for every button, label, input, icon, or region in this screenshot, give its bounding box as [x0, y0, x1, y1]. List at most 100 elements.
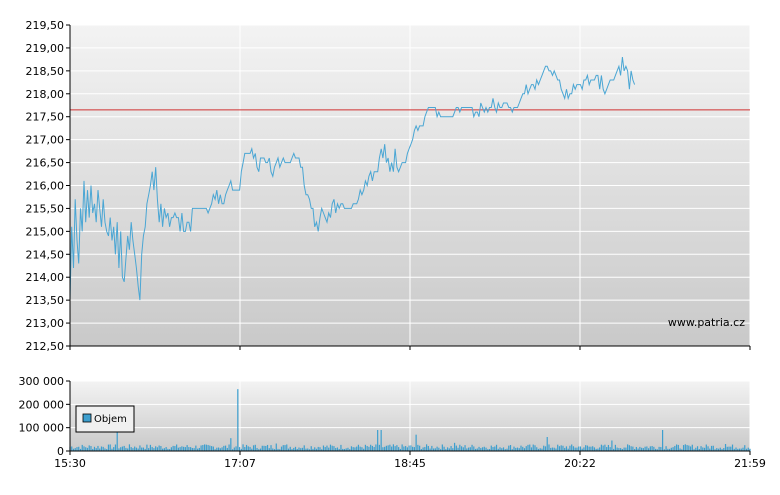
volume-bar: [314, 447, 316, 451]
volume-bar: [137, 448, 139, 451]
volume-bar: [618, 448, 620, 451]
volume-panel: 0 100 000 200 000 300 000 15:30 17:07 18:45 20…: [19, 375, 766, 470]
volume-bar: [127, 448, 129, 451]
volume-bar: [254, 444, 256, 451]
volume-bar: [700, 446, 702, 451]
volume-bar: [481, 447, 484, 451]
volume-bar: [599, 447, 601, 451]
volume-bar: [724, 444, 727, 451]
volume-bar: [207, 444, 209, 451]
volume-bar: [495, 444, 498, 451]
volume-bar: [674, 445, 676, 451]
volume-bar: [382, 447, 384, 451]
volume-y-tick-label: 200 000: [19, 398, 65, 411]
volume-bar: [588, 446, 590, 451]
volume-bar: [134, 446, 136, 451]
volume-bar: [268, 448, 270, 451]
volume-bar: [284, 445, 286, 451]
volume-bar: [483, 446, 485, 451]
volume-bar: [204, 444, 206, 451]
volume-bar: [555, 448, 557, 451]
volume-bar: [733, 448, 735, 451]
volume-bar: [83, 446, 85, 451]
volume-bar: [329, 444, 332, 451]
volume-bar: [696, 446, 699, 451]
volume-bar: [118, 448, 120, 451]
volume-bar: [681, 449, 683, 451]
volume-bar: [97, 445, 99, 451]
volume-bar: [672, 447, 674, 451]
volume-bar: [663, 449, 665, 451]
volume-bar: [641, 447, 643, 451]
volume-bar: [536, 447, 538, 451]
volume-bar: [716, 448, 718, 451]
volume-bar: [322, 445, 325, 451]
volume-bar: [100, 446, 103, 451]
volume-bar: [170, 447, 172, 451]
volume-bar: [282, 445, 284, 451]
volume-bar: [492, 447, 494, 451]
volume-bar: [572, 446, 575, 451]
volume-bar: [71, 446, 73, 451]
volume-bar: [273, 449, 276, 451]
volume-bar: [424, 446, 426, 451]
price-y-tick-label: 212,50: [26, 340, 65, 353]
volume-bar: [501, 448, 503, 451]
volume-bar: [719, 447, 721, 451]
volume-bar: [146, 444, 148, 451]
volume-bar: [197, 448, 199, 451]
volume-bar: [95, 448, 97, 451]
volume-bar: [420, 449, 422, 451]
volume-bar: [431, 445, 433, 451]
volume-bar: [317, 446, 319, 451]
volume-bar: [72, 448, 75, 451]
volume-bar: [237, 389, 239, 451]
volume-bar: [644, 446, 646, 451]
volume-bar: [141, 447, 143, 451]
volume-bar: [263, 445, 265, 451]
volume-bar: [630, 446, 632, 451]
volume-bar: [350, 446, 353, 451]
volume-bar: [169, 449, 171, 451]
volume-bar: [695, 447, 697, 451]
volume-bar: [508, 445, 510, 451]
volume-bar: [446, 447, 449, 451]
volume-bar: [191, 447, 193, 451]
volume-bar: [394, 446, 396, 451]
volume-bar: [593, 447, 596, 451]
volume-bar: [735, 447, 737, 451]
volume-bar: [548, 444, 550, 451]
volume-bar: [648, 448, 650, 451]
volume-y-tick-label: 100 000: [19, 422, 65, 435]
price-y-tick-label: 218,00: [26, 88, 65, 101]
volume-grid: [70, 380, 751, 451]
price-y-tick-label: 217,00: [26, 134, 65, 147]
volume-bar: [497, 448, 499, 451]
volume-bar: [378, 444, 381, 451]
volume-bar: [195, 445, 197, 451]
volume-bar: [128, 444, 131, 451]
x-tick-label: 20:22: [564, 457, 596, 470]
volume-bar: [749, 448, 751, 451]
volume-bar: [336, 447, 339, 451]
volume-bar: [578, 446, 580, 451]
volume-bar: [539, 448, 541, 451]
volume-bar: [567, 448, 569, 451]
volume-bar: [585, 445, 587, 451]
volume-bar: [305, 448, 307, 451]
volume-bar: [602, 445, 604, 451]
price-y-tick-label: 215,00: [26, 225, 65, 238]
volume-bar: [403, 446, 405, 451]
volume-bar: [368, 446, 370, 451]
volume-bar: [74, 448, 76, 451]
volume-bar: [627, 444, 629, 451]
volume-bar: [702, 447, 704, 451]
volume-bar: [155, 446, 157, 451]
volume-bar: [604, 444, 606, 451]
volume-bar: [109, 444, 111, 451]
volume-bar: [737, 448, 739, 451]
volume-bar: [429, 448, 431, 451]
volume-bar: [165, 447, 167, 451]
price-y-tick-label: 216,00: [26, 180, 65, 193]
volume-bar: [590, 446, 592, 451]
